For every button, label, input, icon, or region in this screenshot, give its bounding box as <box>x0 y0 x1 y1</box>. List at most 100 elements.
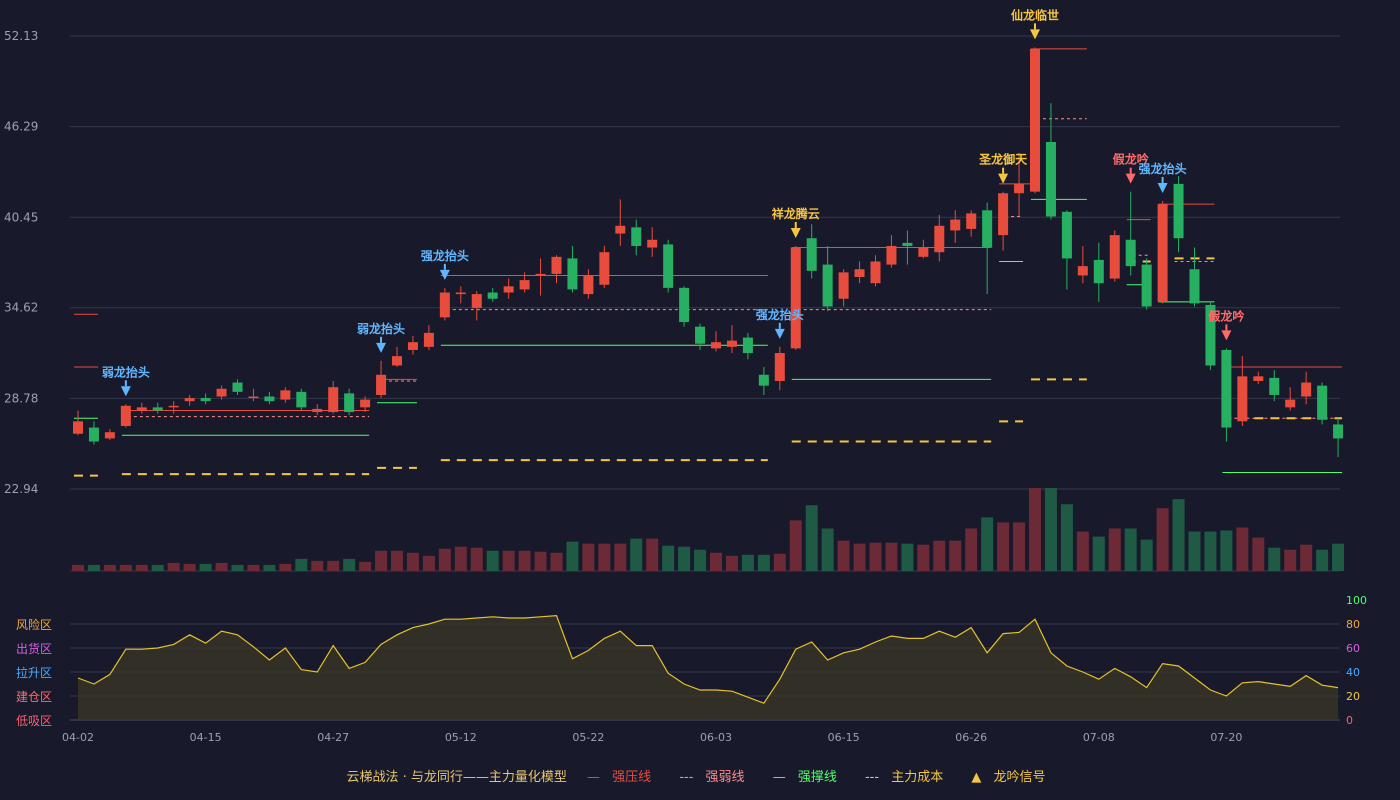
candle-body <box>503 286 514 293</box>
legend-cost: --- 主力成本 <box>864 770 944 785</box>
signal-arrow-icon <box>998 173 1009 184</box>
volume-bar <box>406 552 419 571</box>
volume-bar <box>422 555 435 571</box>
signal-arrow-icon <box>1157 182 1168 193</box>
candle-body <box>200 398 211 402</box>
volume-bar <box>1220 530 1233 571</box>
candle-body <box>1173 183 1184 239</box>
candle-body <box>679 287 690 323</box>
signal-label: 假龙吟 <box>1208 308 1244 323</box>
volume-bar <box>518 550 531 571</box>
candle-body <box>1125 239 1136 267</box>
volume-bar <box>215 562 228 571</box>
volume-bar <box>789 520 802 571</box>
candle-body <box>551 256 562 274</box>
volume-bar <box>949 540 962 571</box>
candle-body <box>136 407 147 411</box>
candle-body <box>822 264 833 307</box>
volume-bar <box>295 558 308 571</box>
volume-bar <box>582 543 595 571</box>
volume-bar <box>901 543 914 571</box>
volume-bar <box>1172 499 1185 571</box>
volume-bar <box>1140 539 1153 571</box>
candle-body <box>567 258 578 290</box>
volume-bar <box>853 543 866 571</box>
legend-pressure: — 强压线 <box>587 770 652 785</box>
date-tick-label: 06-26 <box>955 731 987 744</box>
candle-body <box>455 292 466 295</box>
candle-body <box>774 353 785 381</box>
candle-body <box>519 280 530 290</box>
candle-body <box>1077 266 1088 276</box>
volume-bar <box>598 543 611 571</box>
candle-body <box>742 337 753 354</box>
candlesticks <box>73 47 1344 458</box>
osc-line <box>77 614 1339 704</box>
candle-body <box>184 398 195 402</box>
volume-bar <box>502 550 515 571</box>
candle-body <box>1285 399 1296 408</box>
candle-body <box>296 391 307 408</box>
legend-support: — 强撑线 <box>772 770 837 785</box>
volume-bar <box>375 550 388 571</box>
volume-bar <box>1284 549 1297 571</box>
volume-bar <box>1268 547 1281 571</box>
volume-bar <box>343 558 356 571</box>
volume-bar <box>725 555 738 571</box>
volume-bar <box>837 540 850 571</box>
volume-bar <box>470 547 483 571</box>
candle-body <box>1237 376 1248 422</box>
signal-label: 仙龙临世 <box>1011 7 1059 22</box>
candle-body <box>1253 376 1264 381</box>
volume-bar <box>821 528 834 571</box>
candle-body <box>471 294 482 309</box>
osc-zone-label: 风险区 <box>16 617 52 632</box>
volume-bar <box>87 564 100 571</box>
volume-bar <box>869 542 882 571</box>
candle-body <box>120 405 131 426</box>
volume-bar <box>486 550 499 571</box>
candle-body <box>711 342 721 349</box>
volume-bar <box>1044 488 1057 571</box>
volume-bar <box>151 564 164 571</box>
candle-body <box>423 332 434 347</box>
volume-bar <box>1252 537 1265 571</box>
volume-bar <box>710 552 722 571</box>
volume-bar <box>805 505 818 571</box>
candle-body <box>726 340 737 347</box>
signal-label: 强龙抬头 <box>421 248 469 263</box>
osc-tick-label: 0 <box>1346 714 1353 727</box>
candle-body <box>487 292 498 299</box>
candle-body <box>982 210 993 248</box>
osc-tick-label: 20 <box>1346 690 1360 703</box>
candle-body <box>1269 377 1280 395</box>
volume-bar <box>1108 528 1121 571</box>
volume-bar <box>167 562 180 571</box>
signal-label: 强龙抬头 <box>756 307 804 322</box>
legend-weak: --- 强弱线 <box>679 770 745 785</box>
signal-arrow-icon <box>1221 330 1232 341</box>
candle-body <box>1030 48 1040 192</box>
signal-label: 祥龙腾云 <box>772 206 820 221</box>
candle-body <box>1061 211 1072 259</box>
date-tick-label: 04-02 <box>62 731 94 744</box>
candle-body <box>838 272 849 299</box>
price-tick-label: 22.94 <box>4 482 38 496</box>
candle-body <box>950 219 961 231</box>
candle-body <box>73 421 83 434</box>
candle-body <box>1141 264 1152 307</box>
candle-body <box>854 269 865 278</box>
volume-bar <box>630 538 643 571</box>
volume-bar <box>566 541 579 571</box>
volume-bar <box>1300 544 1313 571</box>
candle-body <box>902 242 913 246</box>
candle-body <box>1014 183 1025 194</box>
volume-bar <box>231 564 244 571</box>
candle-body <box>152 407 163 411</box>
volume-bar <box>1124 528 1137 571</box>
candle-body <box>1093 259 1104 284</box>
legend-signal: ▲ 龙吟信号 <box>971 770 1046 785</box>
candle-body <box>88 427 99 442</box>
candle-body <box>360 399 371 408</box>
signal-label: 弱龙抬头 <box>102 364 150 379</box>
